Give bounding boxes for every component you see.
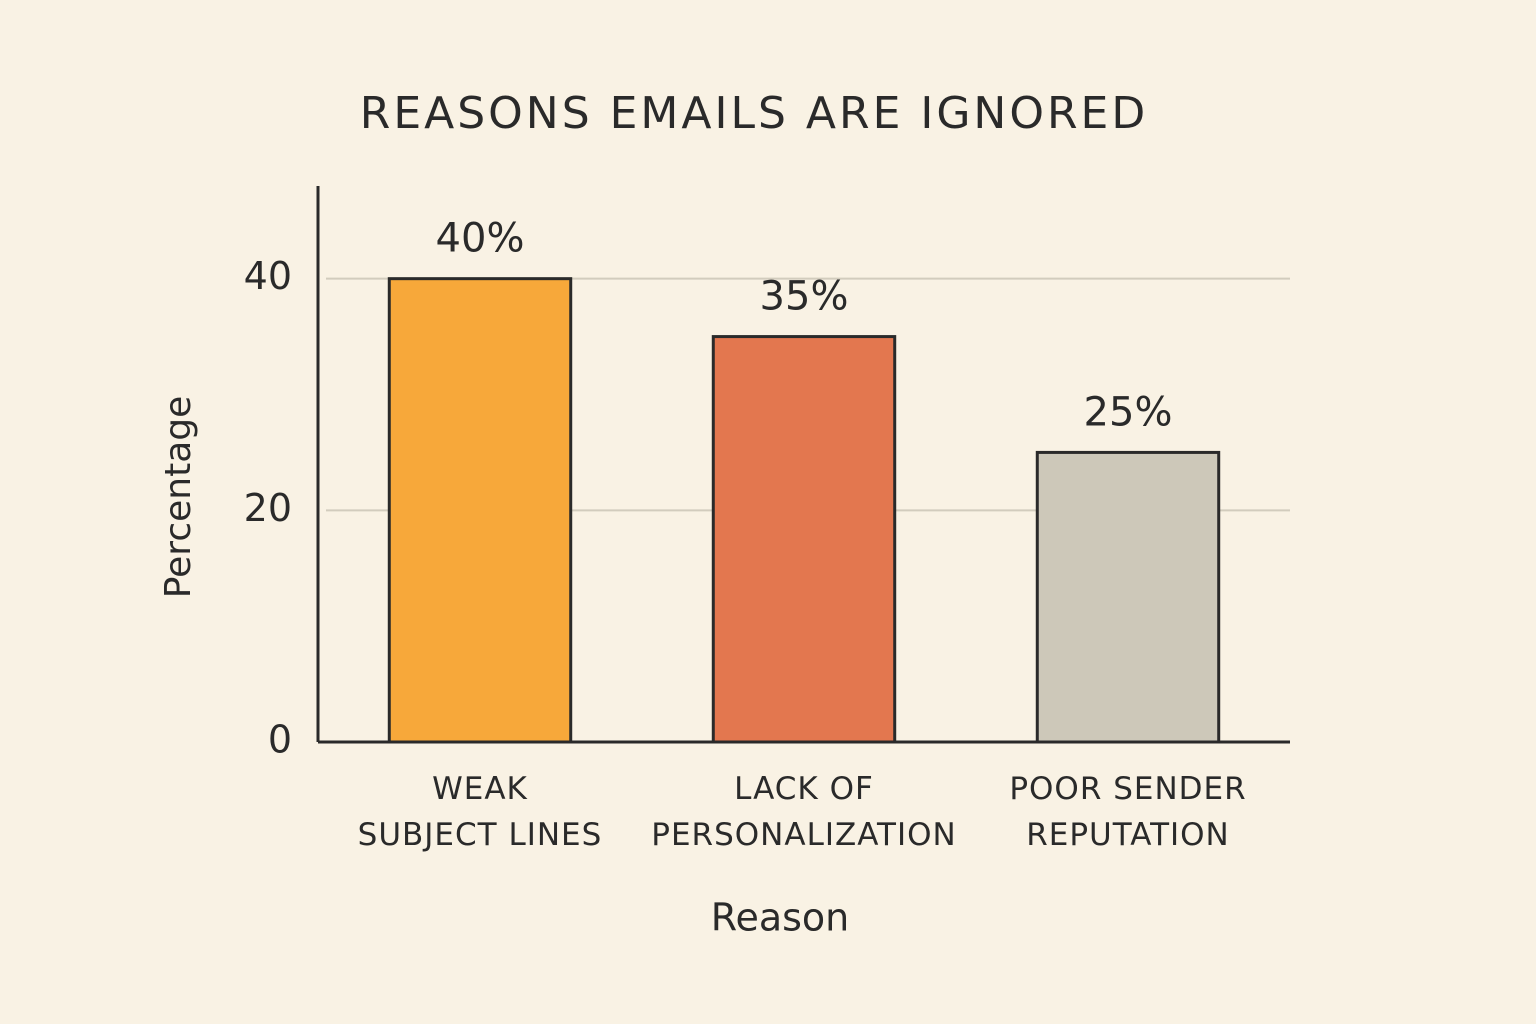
x-tick-label: LACK OF PERSONALIZATION	[651, 771, 957, 853]
data-label: 25%	[1084, 389, 1173, 435]
x-tick-label: WEAK SUBJECT LINES	[357, 771, 603, 853]
bar	[387, 277, 573, 744]
y-axis-title: Percentage	[158, 396, 199, 599]
y-tick-label: 0	[268, 718, 292, 762]
bar	[711, 335, 897, 744]
data-label: 35%	[760, 274, 849, 320]
y-tick-label: 40	[244, 254, 292, 298]
bar	[1035, 450, 1221, 744]
data-label: 40%	[436, 216, 525, 262]
x-tick-label: POOR SENDER REPUTATION	[1009, 771, 1247, 853]
chart-title: REASONS EMAILS ARE IGNORED	[360, 88, 1148, 139]
y-tick-label: 20	[244, 486, 292, 530]
x-axis-title: Reason	[711, 896, 850, 940]
